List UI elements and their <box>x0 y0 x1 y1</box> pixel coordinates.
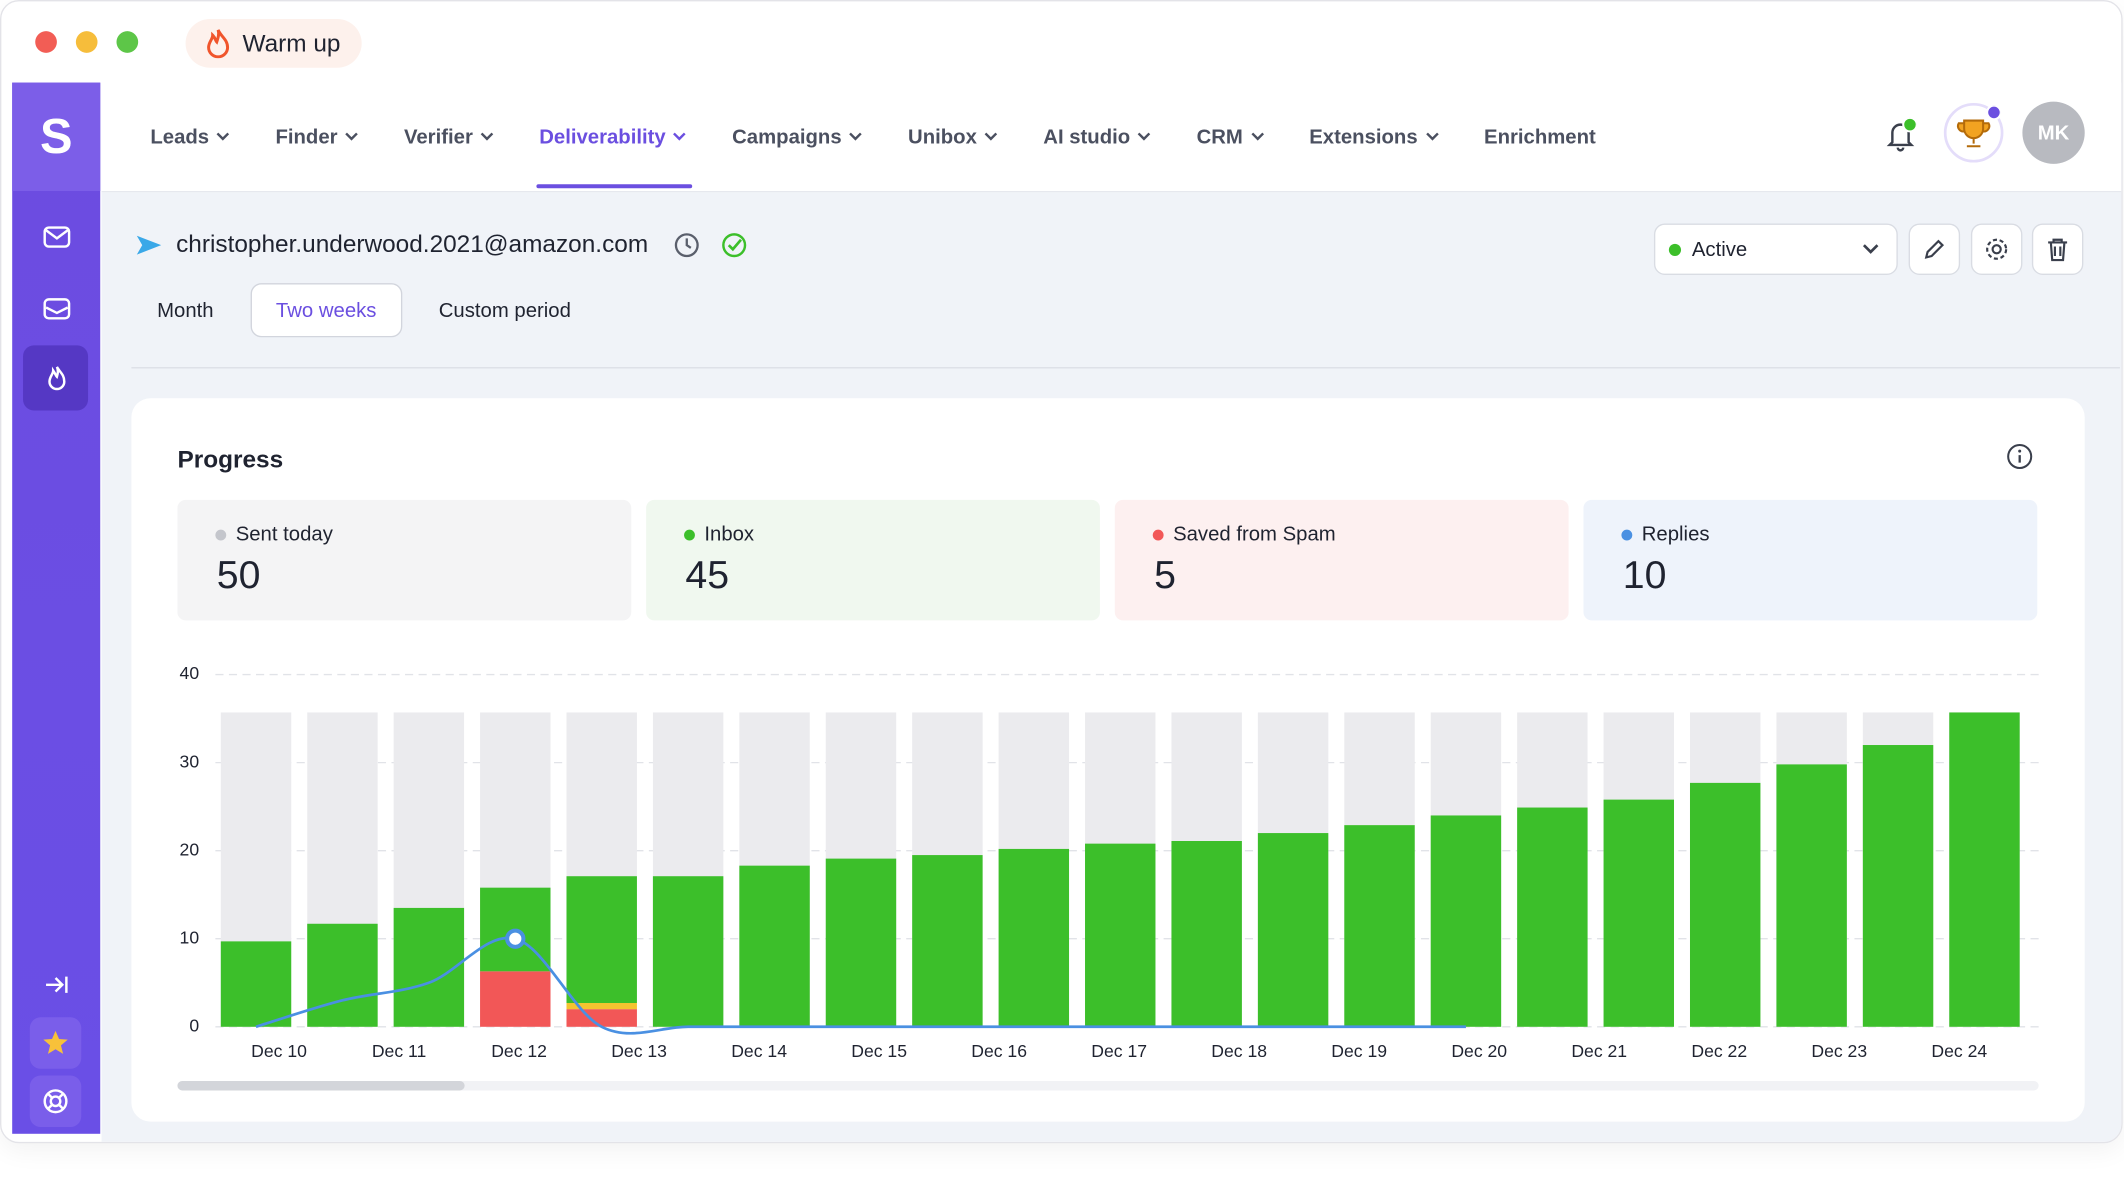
bar-segment <box>1085 844 1155 1027</box>
bar-segment <box>566 876 636 1003</box>
chart: 0 10 20 30 40 Dec 10 Dec 11 Dec 12 Dec 13 Dec 14 D… <box>1 1 2122 1142</box>
bar-segment <box>739 866 809 1027</box>
x-tick-label: Dec 15 <box>851 1041 907 1061</box>
bar-segment <box>307 924 377 1027</box>
x-tick-label: Dec 13 <box>611 1041 667 1061</box>
bar-segment <box>1258 833 1328 1027</box>
bar-segment <box>1949 712 2019 1026</box>
x-tick-label: Dec 19 <box>1331 1041 1387 1061</box>
y-tick-label: 10 <box>180 927 200 947</box>
bar-segment <box>1431 815 1501 1026</box>
bar-segment <box>826 859 896 1027</box>
bar-segment <box>1604 800 1674 1027</box>
bar-segment <box>1171 841 1241 1027</box>
bar-segment <box>912 855 982 1027</box>
bar-segment <box>480 971 550 1026</box>
x-tick-label: Dec 10 <box>251 1041 307 1061</box>
y-tick-label: 0 <box>189 1015 199 1035</box>
y-tick-label: 20 <box>180 839 200 859</box>
line-marker <box>507 931 523 947</box>
x-tick-label: Dec 14 <box>731 1041 787 1061</box>
app-window: Warm up S LeadsFinderVerifierDeliverabil… <box>0 0 2123 1143</box>
x-tick-label: Dec 21 <box>1571 1041 1627 1061</box>
y-tick-label: 30 <box>180 751 200 771</box>
x-tick-label: Dec 12 <box>491 1041 547 1061</box>
scrollbar-thumb[interactable] <box>177 1081 464 1090</box>
bar-segment <box>1776 764 1846 1026</box>
bar-segment <box>653 876 723 1027</box>
x-tick-label: Dec 20 <box>1451 1041 1507 1061</box>
x-tick-label: Dec 22 <box>1691 1041 1747 1061</box>
x-tick-label: Dec 18 <box>1211 1041 1267 1061</box>
bar-segment <box>566 1009 636 1027</box>
x-tick-label: Dec 17 <box>1091 1041 1147 1061</box>
bar-segment <box>1517 808 1587 1027</box>
bar-segment <box>1344 825 1414 1027</box>
y-tick-label: 40 <box>180 663 200 683</box>
x-tick-label: Dec 24 <box>1931 1041 1987 1061</box>
x-tick-label: Dec 16 <box>971 1041 1027 1061</box>
x-tick-label: Dec 11 <box>372 1041 426 1061</box>
bar-segment <box>221 941 291 1026</box>
x-tick-label: Dec 23 <box>1811 1041 1867 1061</box>
bar-segment <box>999 849 1069 1027</box>
bar-segment <box>1690 783 1760 1027</box>
bar-segment <box>1863 745 1933 1027</box>
